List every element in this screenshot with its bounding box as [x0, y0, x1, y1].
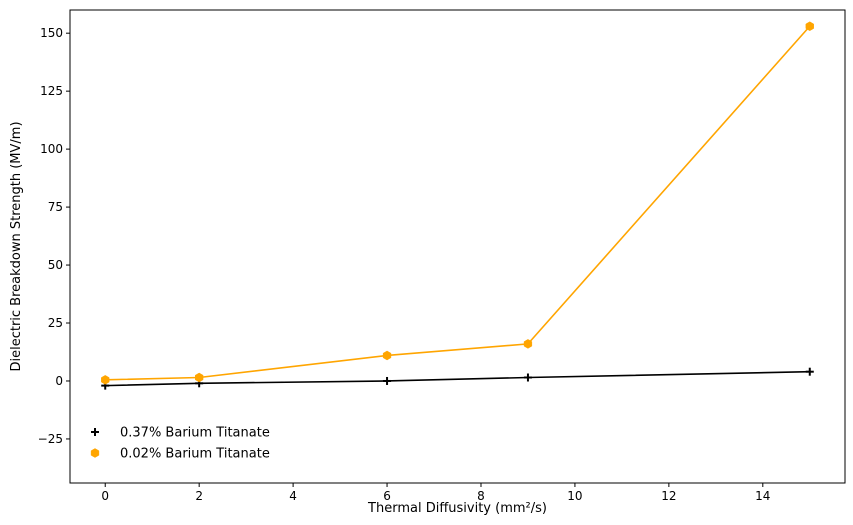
- data-point: [383, 376, 392, 385]
- plot-frame: [69, 9, 846, 484]
- plot-area: [101, 21, 814, 390]
- y-tick-label: 100: [40, 142, 63, 156]
- x-tick-label: 4: [289, 489, 297, 503]
- y-tick-label: 75: [48, 200, 63, 214]
- legend-label: 0.37% Barium Titanate: [120, 426, 270, 441]
- x-axis-ticks: 0 2 4 6 8 10 12 14: [101, 483, 770, 503]
- y-tick-label: 150: [40, 26, 63, 40]
- data-point: [805, 367, 814, 376]
- data-point: [523, 339, 533, 349]
- series-line: [105, 25, 811, 381]
- series-2: [101, 21, 814, 385]
- x-tick-label: 2: [195, 489, 203, 503]
- data-point: [101, 375, 110, 385]
- x-tick-label: 10: [567, 489, 582, 503]
- x-tick-label: 0: [101, 489, 109, 503]
- y-tick-label: −25: [38, 432, 63, 446]
- y-axis-label: Dielectric Breakdown Strength (MV/m): [9, 121, 24, 371]
- data-point: [382, 350, 392, 361]
- data-point: [805, 21, 814, 32]
- data-point: [195, 372, 204, 383]
- series-line: [105, 370, 810, 387]
- data-point: [523, 373, 532, 382]
- x-tick-label: 8: [477, 489, 485, 503]
- legend-marker: [91, 428, 99, 436]
- y-axis-ticks: −25 0 25 50 75 100 125 150: [38, 26, 70, 446]
- x-axis-label: Thermal Diffusivity (mm²/s): [367, 501, 547, 516]
- x-tick-label: 12: [661, 489, 676, 503]
- legend-marker: [90, 448, 100, 458]
- y-tick-label: 0: [55, 374, 63, 388]
- y-tick-label: 125: [40, 84, 63, 98]
- y-tick-label: 50: [48, 258, 63, 272]
- x-tick-label: 14: [755, 489, 770, 503]
- x-tick-label: 6: [383, 489, 391, 503]
- y-tick-label: 25: [48, 316, 63, 330]
- legend: 0.37% Barium Titanate 0.02% Barium Titana…: [90, 426, 270, 462]
- legend-label: 0.02% Barium Titanate: [120, 447, 270, 462]
- series-1: [101, 367, 814, 390]
